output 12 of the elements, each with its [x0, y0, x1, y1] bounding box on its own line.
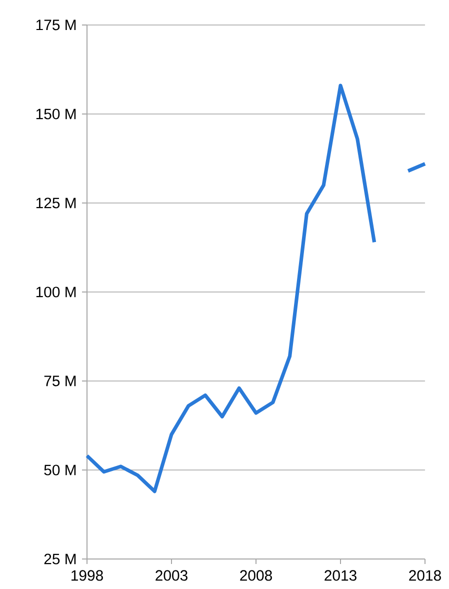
y-tick-label: 25 M: [44, 554, 76, 564]
y-tick-label: 150 M: [36, 108, 76, 120]
y-tick-label: 50 M: [44, 464, 76, 476]
x-tick-label: 2003: [156, 570, 188, 581]
y-tick-label: 100 M: [36, 286, 76, 298]
x-tick-label: 1998: [72, 570, 103, 581]
y-tick-label: 125 M: [36, 198, 76, 208]
x-tick-label: 2008: [240, 570, 272, 581]
x-tick-label: 2018: [409, 570, 441, 581]
y-tick-label: 175 M: [36, 20, 76, 30]
y-tick-label: 75 M: [44, 376, 76, 386]
x-tick-label: 2013: [324, 570, 356, 581]
